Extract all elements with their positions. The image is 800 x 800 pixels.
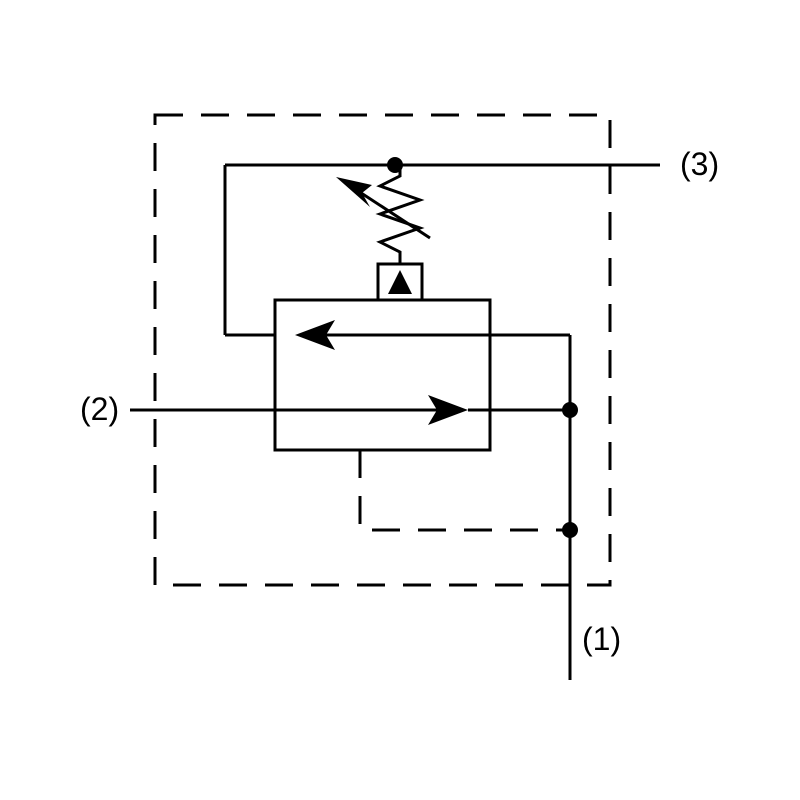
node-top [387, 157, 403, 173]
valve-body [275, 300, 490, 450]
pilot-line [360, 450, 570, 530]
pilot-symbol [378, 264, 422, 300]
hydraulic-diagram: (3) (2) (1) [0, 0, 800, 800]
node-right-low [562, 522, 578, 538]
node-right-mid [562, 402, 578, 418]
spring-icon [380, 165, 420, 264]
label-port-2: (2) [80, 391, 119, 427]
label-port-1: (1) [582, 621, 621, 657]
label-port-3: (3) [680, 146, 719, 182]
